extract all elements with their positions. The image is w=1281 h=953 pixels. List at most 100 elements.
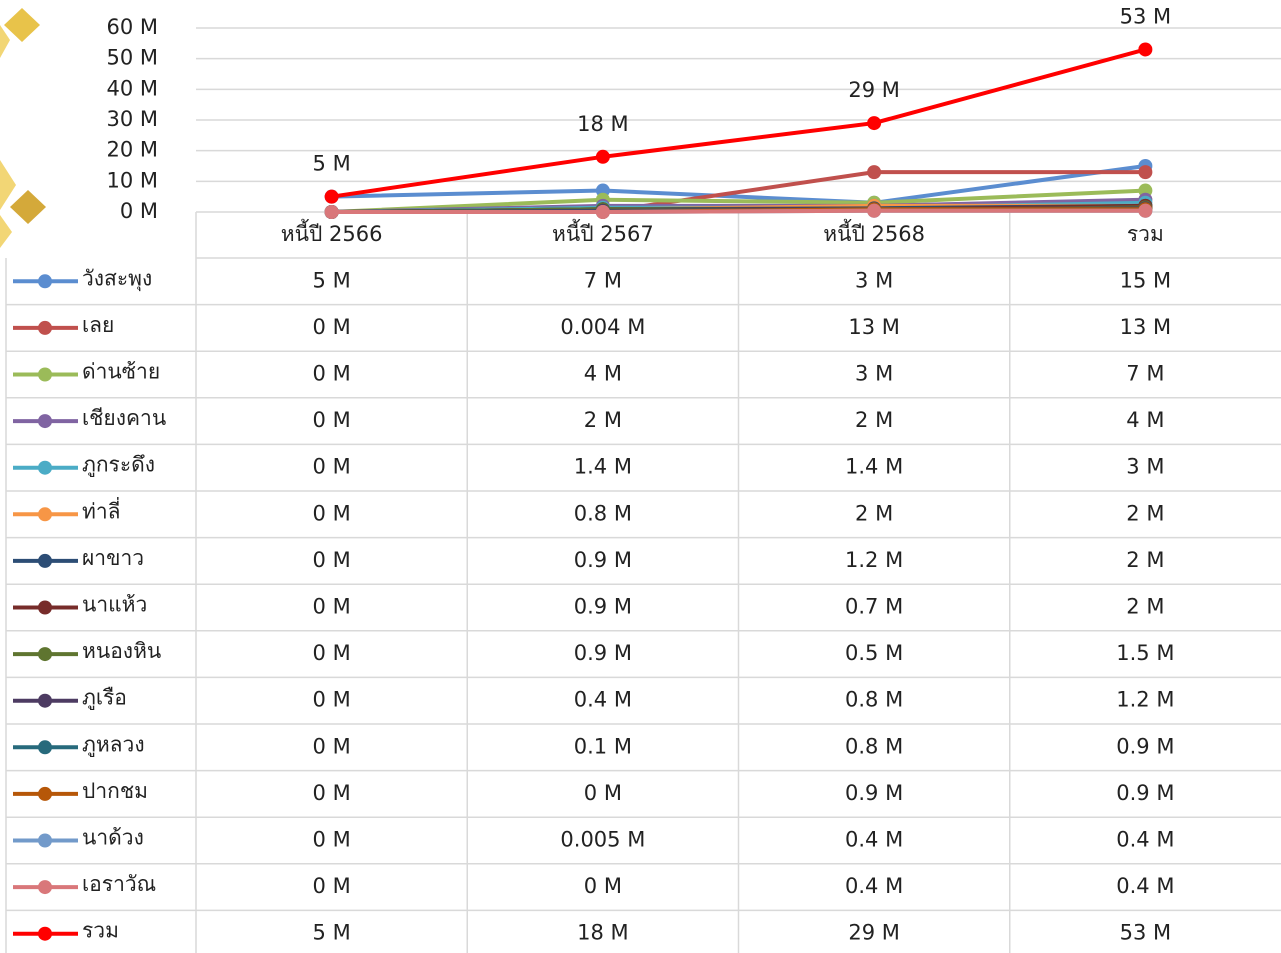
table-cell: 29 M: [848, 921, 900, 945]
table-cell: 0.4 M: [1116, 828, 1174, 852]
series-line: [331, 47, 1146, 199]
table-cell: 0.9 M: [574, 595, 632, 619]
diamond: [10, 190, 46, 224]
table-cell: 1.5 M: [1116, 641, 1174, 665]
table-cell: 2 M: [584, 408, 622, 432]
table-cell: 4 M: [1126, 408, 1164, 432]
x-tick-label: หนี้ปี 2566: [281, 219, 383, 246]
table-cell: 0 M: [313, 315, 351, 339]
legend-label: เชียงคาน: [82, 406, 166, 430]
table-cell: 0.8 M: [574, 501, 632, 525]
table-cell: 0 M: [313, 548, 351, 572]
table-cell: 3 M: [1126, 455, 1164, 479]
table-cell: 0.8 M: [845, 734, 903, 758]
table-cell: 0 M: [313, 688, 351, 712]
table-cell: 1.4 M: [574, 455, 632, 479]
data-label: 18 M: [577, 112, 629, 136]
table-cell: 18 M: [577, 921, 629, 945]
data-label: 53 M: [1120, 4, 1172, 28]
legend-label: ภูหลวง: [82, 732, 145, 757]
table-cell: 5 M: [313, 268, 351, 292]
table-cell: 0.004 M: [560, 315, 645, 339]
legend-label: ภูกระดึง: [82, 453, 155, 478]
y-tick-label: 60 M: [106, 15, 158, 39]
legend-label: ท่าลี่: [82, 496, 121, 523]
legend-label: นาด้วง: [82, 826, 144, 850]
series-marker: [867, 116, 882, 131]
y-tick-label: 50 M: [106, 46, 158, 70]
legend-key-marker: [38, 786, 52, 801]
table-cell: 0.4 M: [845, 828, 903, 852]
table-cell: 1.2 M: [845, 548, 903, 572]
table-cell: 0 M: [313, 874, 351, 898]
table-cell: 0 M: [313, 781, 351, 805]
legend-key-marker: [38, 320, 52, 335]
series-marker: [1138, 203, 1153, 218]
x-tick-label: รวม: [1127, 222, 1164, 246]
series-line: [331, 188, 1146, 214]
legend-key-marker: [38, 880, 52, 895]
diamond: [4, 8, 40, 42]
legend-label: ปากชม: [82, 779, 148, 803]
series-marker: [1138, 42, 1153, 57]
legend-key-marker: [38, 740, 52, 755]
table-cell: 2 M: [855, 408, 893, 432]
legend-key-marker: [38, 507, 52, 522]
table-cell: 5 M: [313, 921, 351, 945]
series-marker: [1138, 165, 1153, 180]
legend-key-marker: [38, 414, 52, 429]
table-cell: 0 M: [313, 455, 351, 479]
legend-key-marker: [38, 600, 52, 615]
table-cell: 0 M: [313, 828, 351, 852]
series-marker: [595, 149, 610, 164]
table-cell: 13 M: [848, 315, 900, 339]
table-cell: 0.4 M: [845, 874, 903, 898]
table-cell: 7 M: [584, 268, 622, 292]
legend-key-marker: [38, 926, 52, 941]
legend-key-marker: [38, 553, 52, 568]
diamond: [0, 25, 10, 58]
table-cell: 0.4 M: [1116, 874, 1174, 898]
series-marker: [595, 205, 610, 219]
table-cell: 2 M: [1126, 548, 1164, 572]
table-cell: 0.9 M: [1116, 781, 1174, 805]
table-cell: 0 M: [313, 595, 351, 619]
legend-label: เลย: [82, 313, 114, 337]
legend-key-marker: [38, 693, 52, 708]
legend-key-marker: [38, 274, 52, 289]
table-cell: 0.8 M: [845, 688, 903, 712]
table-cell: 0 M: [584, 874, 622, 898]
data-label: 5 M: [313, 152, 351, 176]
y-tick-label: 30 M: [106, 107, 158, 131]
data-label: 29 M: [848, 78, 900, 102]
y-tick-label: 20 M: [106, 138, 158, 162]
table-cell: 0.9 M: [574, 548, 632, 572]
table-cell: 0.1 M: [574, 734, 632, 758]
y-tick-label: 0 M: [120, 199, 158, 223]
y-tick-label: 10 M: [106, 168, 158, 192]
table-cell: 1.2 M: [1116, 688, 1174, 712]
table-cell: 0 M: [313, 408, 351, 432]
table-cell: 3 M: [855, 362, 893, 386]
table-cell: 0.7 M: [845, 595, 903, 619]
table-cell: 0.005 M: [560, 828, 645, 852]
legend-label: ด่านซ้าย: [82, 360, 160, 384]
series-marker: [324, 189, 339, 204]
x-tick-label: หนี้ปี 2568: [823, 219, 925, 246]
table-cell: 3 M: [855, 268, 893, 292]
legend-key-marker: [38, 833, 52, 848]
series-line: [331, 208, 1146, 214]
legend-label: วังสะพุง: [82, 266, 152, 291]
series-marker: [867, 165, 882, 180]
diamond: [0, 160, 16, 210]
diamond: [0, 215, 12, 248]
table-cell: 0.9 M: [1116, 734, 1174, 758]
x-tick-label: หนี้ปี 2567: [552, 219, 654, 246]
series-marker: [324, 205, 339, 219]
table-cell: 0 M: [313, 501, 351, 525]
table-cell: 15 M: [1120, 268, 1172, 292]
table-cell: 53 M: [1120, 921, 1172, 945]
table-cell: 2 M: [1126, 501, 1164, 525]
legend-label: หนองหิน: [82, 639, 161, 663]
